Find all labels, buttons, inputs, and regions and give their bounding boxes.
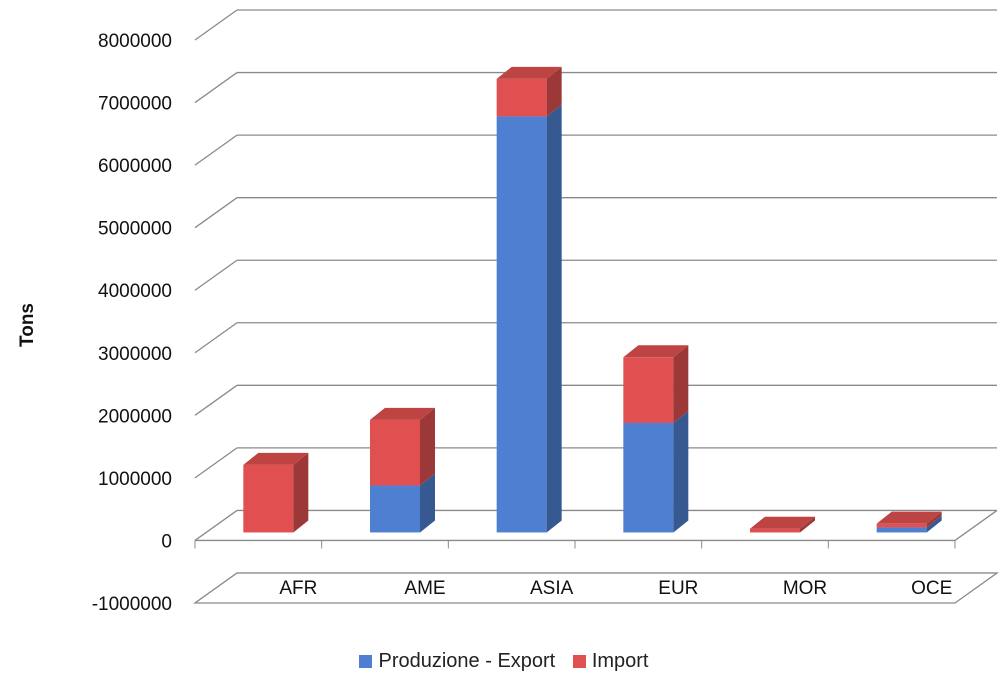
bar-side xyxy=(420,407,435,486)
y-tick-label: 5000000 xyxy=(98,219,172,240)
bar-side xyxy=(293,452,309,533)
legend-item-import: Import xyxy=(572,650,649,673)
gridline-diagonal xyxy=(194,322,238,354)
gridline-diagonal xyxy=(194,197,238,229)
bar-top xyxy=(876,511,942,524)
bar-side xyxy=(420,473,435,533)
bar-top xyxy=(750,516,815,529)
gridline-diagonal xyxy=(194,259,238,291)
chart-floor xyxy=(192,509,1000,604)
gridline-diagonal xyxy=(194,384,238,416)
bar-side xyxy=(673,410,689,533)
y-tick-label: 4000000 xyxy=(98,281,172,302)
y-tick-label: 6000000 xyxy=(98,156,172,177)
legend-swatch-import xyxy=(572,655,586,668)
bar-side xyxy=(546,104,562,533)
gridline-diagonal xyxy=(194,134,238,166)
legend-item-production-export: Produzione - Export xyxy=(359,650,555,673)
bar-side xyxy=(800,516,815,533)
bar-import-afr xyxy=(243,464,294,533)
y-axis-title: Tons xyxy=(17,303,38,347)
bars xyxy=(243,66,942,533)
bar-import-ame xyxy=(370,419,420,486)
chart-floor-band xyxy=(192,572,1000,604)
bar-top xyxy=(370,407,435,420)
x-axis-categories: AFR AME ASIA EUR MOR OCE xyxy=(279,578,952,599)
bar-production-export-ame xyxy=(370,485,420,533)
bar-import-eur xyxy=(623,357,674,423)
bar-top xyxy=(496,66,562,79)
x-category-label: AME xyxy=(404,578,445,599)
bar-top xyxy=(623,345,689,358)
legend-label-production-export: Produzione - Export xyxy=(378,650,556,672)
x-category-label: OCE xyxy=(911,578,952,599)
x-category-label: ASIA xyxy=(530,578,574,599)
y-tick-label: 8000000 xyxy=(98,31,172,52)
bar-production-export-asia xyxy=(496,116,547,533)
x-category-label: AFR xyxy=(279,578,317,599)
y-tick-label: -1000000 xyxy=(92,594,172,615)
y-tick-label: 3000000 xyxy=(98,344,172,365)
y-tick-label: 7000000 xyxy=(98,94,172,115)
bar-production-export-oce xyxy=(876,527,927,533)
gridline-diagonal xyxy=(194,509,238,541)
zero-line-right xyxy=(954,509,998,541)
bar-import-oce xyxy=(876,523,927,528)
bar-side xyxy=(673,345,689,423)
bar-side xyxy=(926,511,942,528)
y-tick-label: 2000000 xyxy=(98,406,172,427)
x-category-label: MOR xyxy=(783,578,827,599)
gridline-diagonal xyxy=(194,9,238,41)
x-category-label: EUR xyxy=(658,578,698,599)
bar-side xyxy=(926,515,942,533)
gridlines xyxy=(194,9,997,604)
bar-import-asia xyxy=(496,78,547,117)
gridline-diagonal xyxy=(194,72,238,104)
bar-side xyxy=(546,66,562,117)
gridline-diagonal xyxy=(194,447,238,479)
bar-top xyxy=(243,452,309,465)
y-tick-label: 1000000 xyxy=(98,469,172,490)
stacked-bar-chart: -1000000 0 1000000 2000000 3000000 4000000 500… xyxy=(17,9,1000,615)
bar-import-mor xyxy=(750,528,800,533)
legend-label-import: Import xyxy=(591,650,649,672)
bar-production-export-eur xyxy=(623,422,674,533)
legend-swatch-production-export xyxy=(359,655,373,668)
y-axis-ticks: -1000000 0 1000000 2000000 3000000 4000000 500… xyxy=(92,31,172,615)
y-tick-label: 0 xyxy=(161,531,172,552)
legend: Produzione - Export Import xyxy=(0,650,1008,674)
